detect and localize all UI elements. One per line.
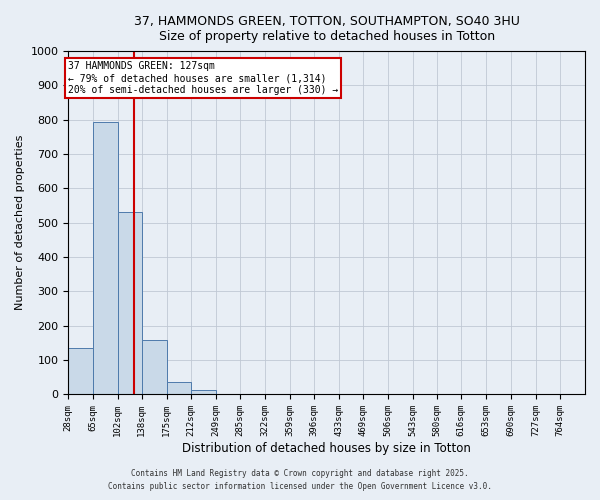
Bar [68, 348, 93, 395]
Bar [191, 390, 216, 394]
X-axis label: Distribution of detached houses by size in Totton: Distribution of detached houses by size … [182, 442, 471, 455]
Bar [167, 382, 191, 394]
Text: 37 HAMMONDS GREEN: 127sqm
← 79% of detached houses are smaller (1,314)
20% of se: 37 HAMMONDS GREEN: 127sqm ← 79% of detac… [68, 62, 338, 94]
Title: 37, HAMMONDS GREEN, TOTTON, SOUTHAMPTON, SO40 3HU
Size of property relative to d: 37, HAMMONDS GREEN, TOTTON, SOUTHAMPTON,… [134, 15, 520, 43]
Y-axis label: Number of detached properties: Number of detached properties [15, 135, 25, 310]
Bar [142, 340, 167, 394]
Bar [93, 122, 118, 394]
Text: Contains HM Land Registry data © Crown copyright and database right 2025.
Contai: Contains HM Land Registry data © Crown c… [108, 470, 492, 491]
Bar [118, 212, 142, 394]
